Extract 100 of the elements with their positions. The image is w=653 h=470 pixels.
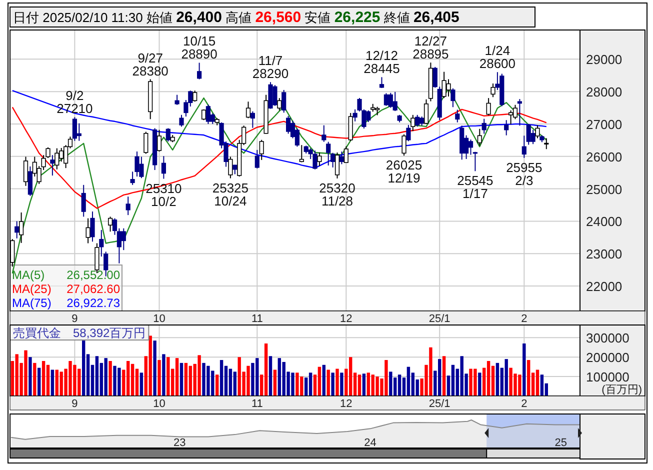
candlestick	[268, 82, 273, 110]
candlestick	[161, 156, 166, 180]
candlestick	[192, 90, 198, 102]
bar	[104, 358, 108, 396]
candlestick	[344, 146, 348, 164]
bar	[108, 360, 112, 396]
y-tick-label: 28000	[586, 84, 622, 100]
bar	[522, 343, 526, 396]
bar	[184, 362, 188, 396]
bar	[38, 368, 41, 396]
candlestick	[522, 135, 526, 158]
candlestick	[286, 115, 291, 134]
bar	[153, 340, 156, 396]
candlestick	[486, 98, 491, 116]
annotation: 25325 10/24	[212, 180, 249, 208]
candlestick	[402, 134, 406, 156]
candlestick	[535, 124, 540, 139]
candlestick	[544, 138, 549, 150]
candlestick	[477, 128, 482, 146]
y-tick-label: 26000	[586, 149, 622, 164]
x-tick-label: 9	[72, 313, 78, 325]
candlestick	[81, 184, 86, 218]
bar	[166, 357, 170, 396]
bar	[358, 374, 362, 396]
x-tick-label: 25	[554, 437, 568, 449]
bar	[130, 364, 134, 396]
candlestick	[14, 220, 20, 239]
candlestick	[76, 122, 82, 142]
bar	[42, 360, 46, 396]
text: MA(75)	[12, 296, 52, 310]
candlestick	[326, 141, 331, 166]
annotation: 10/15 28890	[181, 34, 218, 62]
bar	[540, 374, 544, 396]
candlestick	[156, 129, 162, 152]
candlestick	[259, 139, 264, 160]
candlestick	[108, 216, 113, 232]
bar	[478, 372, 482, 396]
candlestick	[144, 131, 148, 154]
candlestick	[228, 156, 233, 179]
annotation: 9/27 28380	[132, 50, 168, 78]
candlestick	[504, 120, 509, 136]
bar	[33, 362, 36, 396]
bar	[340, 372, 344, 396]
candlestick	[406, 124, 411, 142]
x-tick-label: 25/1	[428, 313, 450, 325]
x-tick-label: 12	[340, 313, 352, 325]
annotation: 25320 11/28	[319, 180, 356, 208]
y-tick-label: 100000	[586, 370, 630, 385]
annotation: 25545 1/17	[457, 173, 494, 202]
bar	[95, 356, 99, 396]
candlestick	[450, 88, 456, 108]
y-tick-label: 22000	[586, 279, 622, 294]
candlestick	[348, 112, 353, 142]
candlestick	[246, 101, 251, 119]
bar	[50, 370, 54, 396]
text: MA(25)	[12, 282, 52, 296]
bar	[82, 340, 86, 396]
x-tick-label: 9	[72, 398, 78, 410]
candlestick	[197, 62, 202, 80]
annotation: 25310 10/2	[146, 180, 182, 209]
bar	[451, 364, 455, 396]
x-tick-label: 2	[521, 398, 528, 410]
bar	[406, 366, 410, 396]
bar	[336, 368, 339, 396]
candlestick	[317, 152, 322, 167]
x-tick-label: 10	[153, 313, 166, 325]
bar	[28, 357, 32, 396]
bar	[326, 370, 330, 396]
candlestick	[28, 166, 32, 196]
candlestick	[282, 89, 286, 114]
x-tick-label: 11	[251, 313, 263, 325]
bar	[180, 362, 184, 396]
text: 26,922.73	[66, 296, 120, 310]
x-tick-label: 10	[153, 398, 166, 410]
candlestick	[254, 149, 260, 169]
candlestick	[410, 114, 416, 132]
candlestick	[277, 98, 282, 111]
candlestick	[250, 110, 255, 128]
candlestick	[166, 128, 170, 142]
bar	[233, 372, 236, 396]
bar	[216, 374, 219, 396]
bar	[198, 355, 201, 396]
chart-title: 日付 2025/02/10 11:30 始値 26,400 高値 26,560 安値 26,225 終値 26,405	[13, 9, 460, 26]
bar	[362, 374, 366, 396]
bar	[318, 366, 322, 396]
x-tick-label: 23	[174, 437, 186, 449]
candlestick	[334, 152, 340, 179]
annotation: 26025 12/19	[386, 158, 422, 186]
annotation: 1/24 28600	[479, 43, 516, 72]
candlestick	[299, 144, 304, 163]
bar	[322, 364, 326, 396]
candlestick	[455, 109, 460, 123]
bar	[140, 372, 144, 396]
candlestick	[19, 212, 24, 244]
chart-title: 売買代金 58,392百万円	[13, 326, 146, 340]
bar	[496, 362, 500, 396]
bar	[228, 368, 232, 396]
candlestick	[508, 110, 514, 125]
bar	[268, 356, 272, 396]
bar	[220, 360, 224, 396]
